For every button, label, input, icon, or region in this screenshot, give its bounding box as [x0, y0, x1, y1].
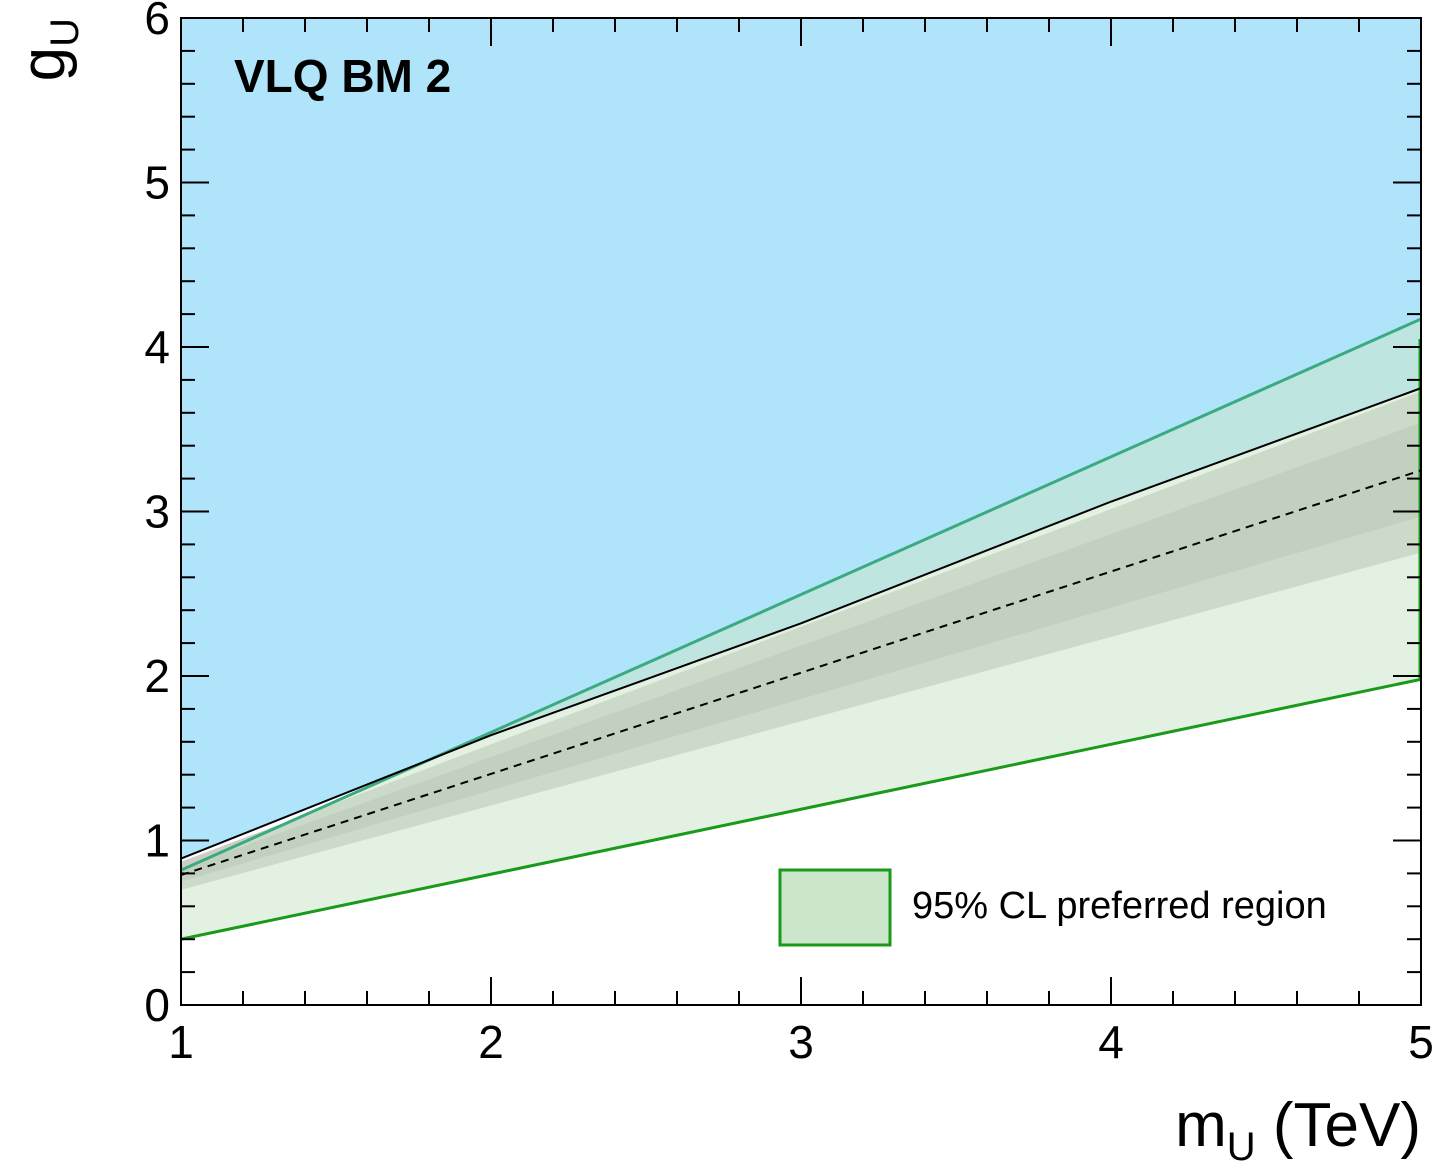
- x-tick-label: 5: [1408, 1016, 1434, 1068]
- x-tick-label: 3: [788, 1016, 814, 1068]
- y-tick-label: 2: [144, 650, 170, 702]
- preferred-region-upper-edge: [181, 317, 1421, 872]
- y-tick-label: 3: [144, 486, 170, 538]
- y-axis-title: gU: [9, 18, 87, 81]
- y-tick-label: 1: [144, 815, 170, 867]
- legend-swatch: [778, 868, 892, 947]
- expected-limit-line: [181, 469, 1421, 876]
- benchmark-label: VLQ BM 2: [234, 50, 451, 102]
- y-tick-label: 5: [144, 157, 170, 209]
- excluded-region: [181, 18, 1421, 859]
- x-tick-label: 4: [1098, 1016, 1124, 1068]
- y-tick-label: 0: [144, 979, 170, 1031]
- x-axis-title: mU (TeV): [1175, 1091, 1421, 1166]
- preferred-region-fill: [181, 319, 1421, 940]
- observed-limit-line: [181, 387, 1421, 860]
- legend: 95% CL preferred region: [778, 868, 1327, 947]
- legend-label: 95% CL preferred region: [912, 885, 1327, 927]
- y-tick-label: 4: [144, 321, 170, 373]
- y-tick-label: 6: [144, 0, 170, 44]
- preferred-region-lower-edge: [181, 677, 1421, 941]
- axis-ticks: [180, 17, 1422, 1006]
- plot-area: [181, 18, 1421, 941]
- x-tick-label: 1: [168, 1016, 194, 1068]
- x-tick-label: 2: [478, 1016, 504, 1068]
